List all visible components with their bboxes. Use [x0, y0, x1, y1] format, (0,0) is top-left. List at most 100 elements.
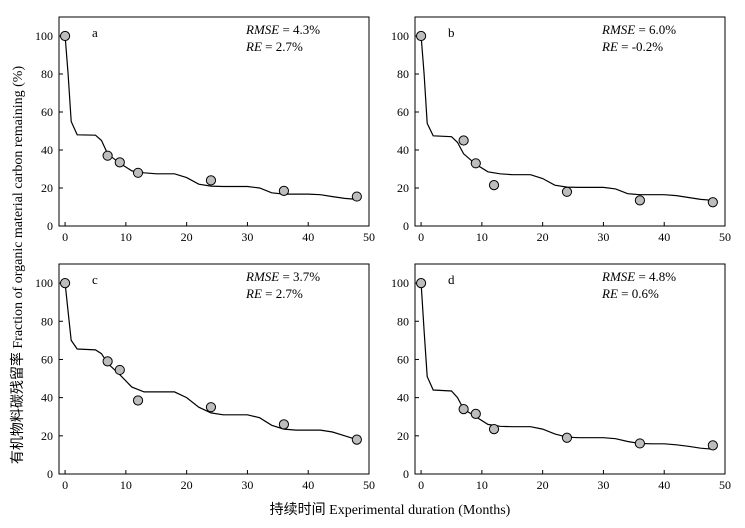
panel-d: 0 20 40 60 80 100 0 10 20 30 40 50 d RMSE = 4.8% RE = …: [391, 263, 731, 492]
observed-point: [470, 408, 481, 419]
y-tick-label: 0: [403, 219, 409, 233]
y-tick-label: 100: [35, 276, 53, 290]
observed-point: [561, 186, 573, 197]
x-tick-label: 10: [476, 230, 488, 244]
observed-point: [488, 180, 500, 191]
re-label: RE: [245, 39, 262, 54]
re-value: = -0.2%: [618, 39, 663, 54]
y-tick-label: 40: [397, 143, 409, 157]
re-label: RE: [245, 286, 262, 301]
re-label: RE: [601, 286, 618, 301]
observed-point: [707, 197, 718, 208]
y-tick-label: 60: [41, 352, 53, 366]
y-tick-label: 40: [41, 391, 53, 405]
x-tick-label: 0: [418, 478, 424, 492]
x-tick-label: 50: [363, 478, 375, 492]
rmse-label: RMSE: [601, 22, 635, 37]
rmse-value: = 4.3%: [279, 22, 320, 37]
x-tick-label: 50: [363, 230, 375, 244]
y-tick-label: 40: [41, 143, 53, 157]
rmse-value: = 3.7%: [279, 269, 320, 284]
x-tick-label: 0: [62, 230, 68, 244]
x-tick-label: 10: [476, 478, 488, 492]
y-tick-label: 100: [391, 29, 409, 43]
y-tick-label: 60: [41, 105, 53, 119]
y-tick-label: 40: [397, 391, 409, 405]
observed-point: [114, 364, 125, 376]
observed-point: [458, 403, 469, 415]
y-tick-label: 0: [47, 219, 53, 233]
observed-point: [102, 150, 113, 161]
observed-point: [634, 438, 646, 449]
observed-point: [278, 185, 290, 196]
y-tick-label: 80: [41, 67, 53, 81]
panel-b: 0 20 40 60 80 100 0 10 20 30 40 50 b RMSE = 6.0% RE = …: [391, 16, 731, 244]
re-value: = 2.7%: [262, 286, 303, 301]
observed-point: [132, 167, 144, 178]
x-tick-label: 40: [302, 478, 314, 492]
y-tick-label: 100: [35, 29, 53, 43]
panel-letter: b: [448, 25, 455, 40]
re-label: RE: [601, 39, 618, 54]
y-axis-title: 有机物料碳残留率 Fraction of organic material ca…: [9, 66, 26, 465]
rmse-annotation: RMSE = 6.0%: [601, 22, 676, 37]
re-annotation: RE = 0.6%: [601, 286, 659, 301]
observed-point: [561, 432, 573, 443]
observed-point: [415, 277, 427, 289]
rmse-value: = 4.8%: [635, 269, 676, 284]
x-tick-label: 0: [62, 478, 68, 492]
re-annotation: RE = -0.2%: [601, 39, 663, 54]
x-tick-label: 40: [658, 478, 670, 492]
x-tick-label: 20: [537, 478, 549, 492]
observed-point: [351, 434, 362, 445]
rmse-annotation: RMSE = 3.7%: [245, 269, 320, 284]
rmse-annotation: RMSE = 4.3%: [245, 22, 320, 37]
panel-letter: a: [92, 25, 98, 40]
y-tick-label: 20: [41, 181, 53, 195]
x-tick-label: 30: [597, 230, 609, 244]
x-tick-label: 10: [120, 230, 132, 244]
y-tick-label: 20: [397, 429, 409, 443]
model-line: [420, 283, 713, 450]
x-tick-label: 10: [120, 478, 132, 492]
x-tick-label: 20: [537, 230, 549, 244]
rmse-label: RMSE: [245, 269, 279, 284]
observed-point: [114, 157, 125, 168]
x-tick-label: 20: [181, 478, 193, 492]
panel-letter: d: [448, 272, 455, 287]
re-annotation: RE = 2.7%: [245, 286, 303, 301]
y-tick-label: 60: [397, 105, 409, 119]
y-tick-label: 80: [397, 314, 409, 328]
y-tick-label: 80: [397, 67, 409, 81]
x-tick-label: 0: [418, 230, 424, 244]
observed-point: [458, 135, 469, 146]
rmse-value: = 6.0%: [635, 22, 676, 37]
observed-point: [470, 158, 481, 169]
y-tick-label: 100: [391, 276, 409, 290]
rmse-label: RMSE: [245, 22, 279, 37]
panel-a: 0 20 40 60 80 100 0 10 20 30 40 50 a RMSE = 4.3% RE = …: [35, 16, 375, 244]
observed-point: [488, 424, 500, 435]
rmse-label: RMSE: [601, 269, 635, 284]
plot-frame: [58, 263, 370, 475]
y-tick-label: 0: [403, 467, 409, 481]
observed-point: [205, 402, 217, 413]
y-tick-label: 0: [47, 467, 53, 481]
observed-point: [205, 175, 217, 186]
observed-point: [634, 195, 646, 206]
plot-frame: [414, 16, 726, 227]
observed-point: [59, 277, 71, 289]
observed-point: [102, 356, 113, 367]
y-tick-label: 60: [397, 352, 409, 366]
model-line: [64, 35, 357, 200]
x-tick-label: 20: [181, 230, 193, 244]
panel-letter: c: [92, 272, 98, 287]
plot-frame: [58, 16, 370, 227]
re-value: = 0.6%: [618, 286, 659, 301]
y-tick-label: 80: [41, 314, 53, 328]
observed-point: [132, 395, 144, 406]
plot-frame: [414, 263, 726, 475]
model-line: [64, 283, 357, 441]
x-tick-label: 40: [302, 230, 314, 244]
